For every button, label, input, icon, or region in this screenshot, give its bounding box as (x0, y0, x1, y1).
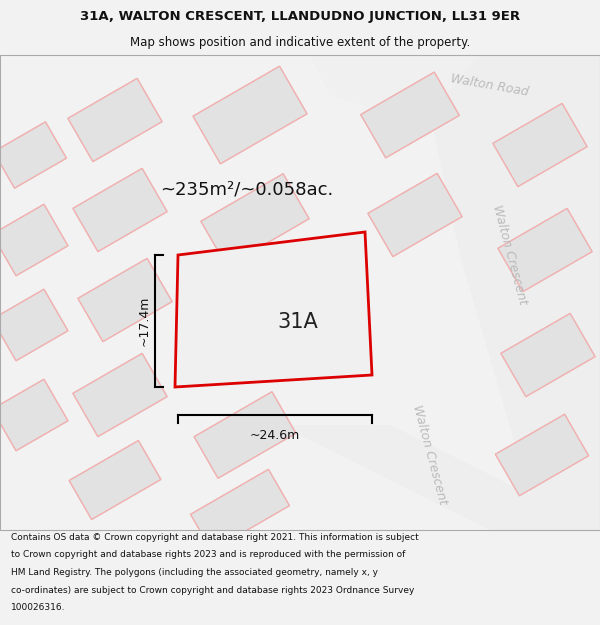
Text: 31A: 31A (277, 312, 318, 332)
Polygon shape (0, 379, 68, 451)
Text: 31A, WALTON CRESCENT, LLANDUDNO JUNCTION, LL31 9ER: 31A, WALTON CRESCENT, LLANDUDNO JUNCTION… (80, 10, 520, 23)
Polygon shape (0, 289, 68, 361)
Polygon shape (310, 55, 600, 150)
Text: Walton Crescent: Walton Crescent (410, 404, 449, 506)
Text: Map shows position and indicative extent of the property.: Map shows position and indicative extent… (130, 36, 470, 49)
Polygon shape (501, 313, 595, 397)
Text: Walton Crescent: Walton Crescent (490, 204, 530, 306)
Polygon shape (191, 469, 289, 551)
Polygon shape (368, 173, 462, 257)
Text: co-ordinates) are subject to Crown copyright and database rights 2023 Ordnance S: co-ordinates) are subject to Crown copyr… (11, 586, 414, 594)
Polygon shape (73, 353, 167, 437)
Polygon shape (194, 392, 296, 478)
Polygon shape (69, 441, 161, 519)
Text: Walton Road: Walton Road (450, 72, 530, 98)
Text: ~235m²/~0.058ac.: ~235m²/~0.058ac. (160, 181, 333, 199)
Polygon shape (78, 258, 172, 342)
Polygon shape (197, 281, 299, 369)
Polygon shape (493, 103, 587, 187)
Polygon shape (0, 122, 67, 188)
Polygon shape (0, 204, 68, 276)
Text: 100026316.: 100026316. (11, 603, 65, 612)
Text: ~24.6m: ~24.6m (250, 429, 300, 442)
Text: Contains OS data © Crown copyright and database right 2021. This information is : Contains OS data © Crown copyright and d… (11, 533, 419, 542)
Polygon shape (496, 414, 589, 496)
Text: to Crown copyright and database rights 2023 and is reproduced with the permissio: to Crown copyright and database rights 2… (11, 551, 405, 559)
Text: HM Land Registry. The polygons (including the associated geometry, namely x, y: HM Land Registry. The polygons (includin… (11, 568, 378, 577)
Text: ~17.4m: ~17.4m (138, 296, 151, 346)
Polygon shape (430, 55, 600, 530)
Polygon shape (498, 208, 592, 292)
Polygon shape (73, 168, 167, 252)
Polygon shape (68, 78, 162, 162)
Polygon shape (175, 232, 372, 387)
Polygon shape (361, 72, 460, 158)
Polygon shape (201, 174, 309, 266)
Polygon shape (280, 425, 600, 530)
Polygon shape (193, 66, 307, 164)
